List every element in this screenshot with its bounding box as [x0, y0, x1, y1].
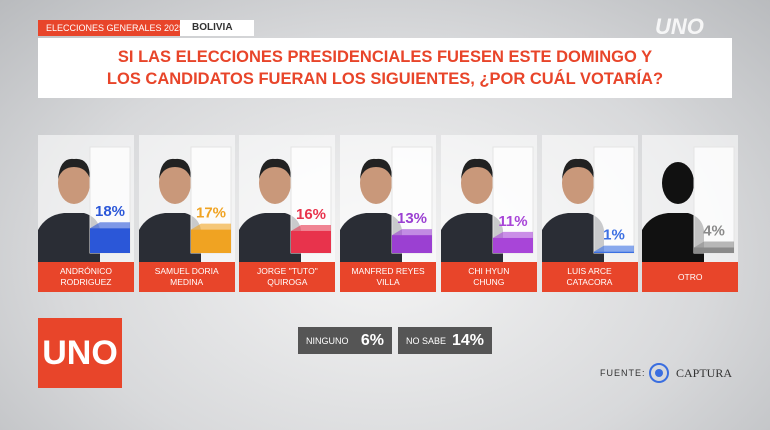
candidate-name: LUIS ARCE CATACORA: [541, 262, 638, 292]
bar-top: [190, 223, 231, 230]
bar: [593, 251, 634, 253]
source: CAPTURA: [676, 366, 733, 380]
value-label: 11%: [498, 213, 527, 230]
candidate-name: OTRO: [642, 262, 739, 292]
person-silhouette: [440, 213, 503, 262]
other-answer: NO SABE 14%: [398, 327, 492, 354]
person-silhouette: [138, 213, 201, 262]
bar-top: [90, 222, 130, 229]
person-silhouette: [38, 213, 100, 262]
card-graphic: 17%: [138, 146, 232, 262]
candidate-card: 17% SAMUEL DORIA MEDINA: [138, 135, 235, 292]
bar: [291, 230, 332, 253]
column-glass: [693, 146, 735, 254]
person-head: [561, 162, 594, 204]
other-value: 6%: [360, 331, 384, 349]
bar-top: [392, 229, 433, 236]
card-graphic: 18%: [38, 146, 131, 262]
candidate-card: 4% OTRO: [642, 135, 739, 292]
person-hair: [360, 158, 393, 179]
person-head: [662, 162, 695, 204]
card-graphic: 16%: [239, 146, 332, 262]
value-label: 1%: [603, 227, 625, 244]
bar: [492, 237, 533, 253]
candidate-card: 16% JORGE "TUTO" QUIROGA: [239, 135, 336, 292]
person-silhouette: [340, 213, 403, 262]
watermark-logo: UNO: [655, 14, 704, 39]
channel-logo: UNO: [38, 318, 122, 388]
other-value: 14%: [451, 331, 484, 349]
bar-top: [492, 231, 533, 238]
bar-top: [694, 241, 735, 248]
candidate-name: JORGE "TUTO" QUIROGA: [239, 262, 336, 292]
person-hair: [158, 158, 191, 179]
person-head: [259, 162, 292, 204]
other-name: NINGUNO: [306, 335, 349, 346]
person-silhouette: [541, 213, 604, 262]
value-label: 18%: [95, 203, 125, 220]
card-graphic: 1%: [541, 146, 634, 262]
card-graphic: 13%: [340, 146, 433, 262]
person-head: [158, 162, 191, 204]
column-glass: [593, 146, 634, 254]
card-graphic: 11%: [440, 146, 534, 262]
person-hair: [58, 158, 90, 179]
value-label: 4%: [703, 222, 725, 239]
person-head: [460, 162, 493, 204]
candidate-card: 1% LUIS ARCE CATACORA: [541, 135, 638, 292]
person-hair: [460, 158, 493, 179]
candidate-card: 18% ANDRÓNICO RODRIGUEZ: [38, 135, 134, 292]
bar-top: [291, 224, 332, 231]
source-icon: [649, 363, 669, 383]
candidate-name: MANFRED REYES VILLA: [340, 262, 437, 292]
bar-top: [593, 245, 634, 252]
other-name: NO SABE: [406, 335, 447, 346]
bar: [694, 247, 735, 253]
value-label: 17%: [196, 205, 226, 222]
other-answer: NINGUNO 6%: [298, 327, 392, 354]
bar: [392, 235, 433, 253]
person-hair: [561, 158, 594, 179]
person-silhouette: [642, 213, 705, 262]
value-label: 16%: [296, 206, 326, 223]
bar: [90, 228, 130, 253]
person-silhouette: [239, 213, 302, 262]
chart-title: SI LAS ELECCIONES PRESIDENCIALES FUESEN …: [38, 38, 732, 98]
candidate-name: ANDRÓNICO RODRIGUEZ: [38, 262, 134, 292]
section-tag: ELECCIONES GENERALES 2025: [38, 20, 193, 36]
value-label: 13%: [397, 210, 427, 227]
candidate-name: CHI HYUN CHUNG: [440, 262, 537, 292]
card-graphic: 4%: [642, 146, 735, 262]
person-head: [360, 162, 393, 204]
source-label: FUENTE:: [600, 368, 646, 378]
candidate-name: SAMUEL DORIA MEDINA: [138, 262, 235, 292]
person-hair: [259, 158, 292, 179]
person-head: [58, 162, 90, 204]
country-tag: BOLIVIA: [180, 20, 254, 36]
bar: [190, 229, 231, 253]
candidate-card: 13% MANFRED REYES VILLA: [340, 135, 437, 292]
candidate-card: 11% CHI HYUN CHUNG: [440, 135, 537, 292]
